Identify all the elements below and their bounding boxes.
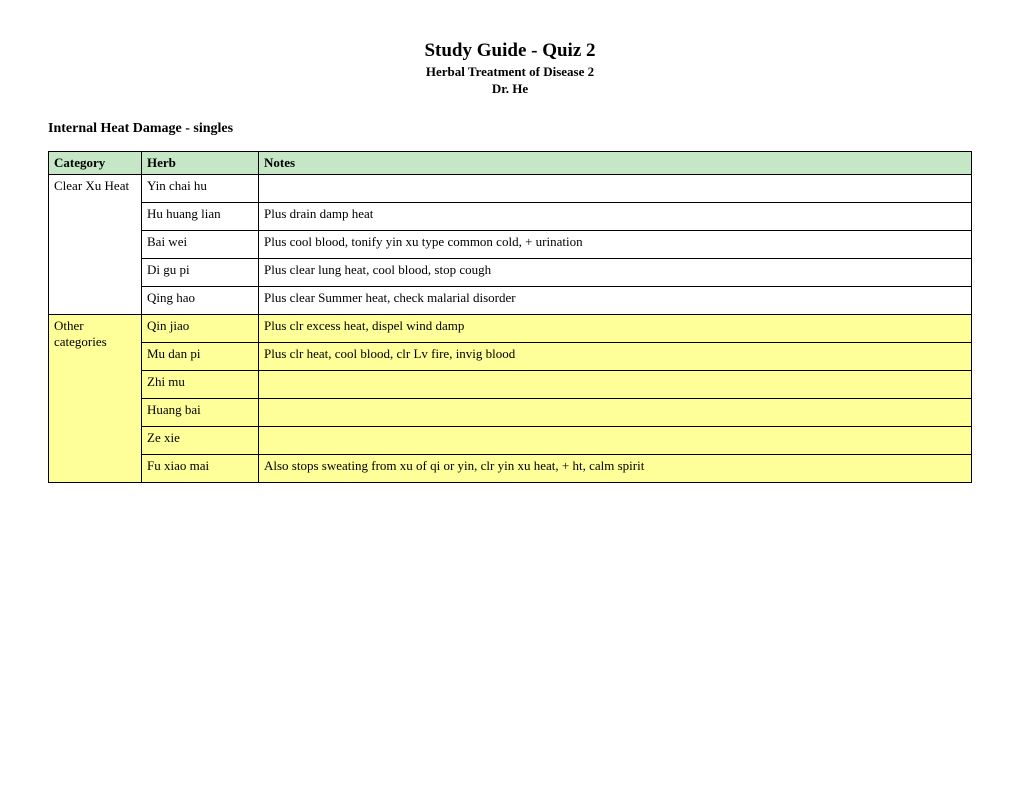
notes-cell <box>259 371 972 399</box>
notes-cell: Also stops sweating from xu of qi or yin… <box>259 455 972 483</box>
herb-table: Category Herb Notes Clear Xu HeatYin cha… <box>48 151 972 483</box>
notes-cell: Plus clr heat, cool blood, clr Lv fire, … <box>259 343 972 371</box>
table-row: Hu huang lianPlus drain damp heat <box>49 203 972 231</box>
page-header: Study Guide - Quiz 2 Herbal Treatment of… <box>48 40 972 97</box>
table-row: Clear Xu HeatYin chai hu <box>49 175 972 203</box>
table-row: Mu dan piPlus clr heat, cool blood, clr … <box>49 343 972 371</box>
notes-cell <box>259 399 972 427</box>
herb-cell: Hu huang lian <box>142 203 259 231</box>
category-cell: Clear Xu Heat <box>49 175 142 315</box>
herb-cell: Qin jiao <box>142 315 259 343</box>
notes-cell: Plus cool blood, tonify yin xu type comm… <box>259 231 972 259</box>
herb-cell: Ze xie <box>142 427 259 455</box>
herb-cell: Zhi mu <box>142 371 259 399</box>
col-header-herb: Herb <box>142 152 259 175</box>
table-row: Huang bai <box>49 399 972 427</box>
notes-cell <box>259 427 972 455</box>
table-row: Bai weiPlus cool blood, tonify yin xu ty… <box>49 231 972 259</box>
herb-cell: Fu xiao mai <box>142 455 259 483</box>
notes-cell: Plus drain damp heat <box>259 203 972 231</box>
table-header-row: Category Herb Notes <box>49 152 972 175</box>
herb-cell: Yin chai hu <box>142 175 259 203</box>
table-row: Fu xiao maiAlso stops sweating from xu o… <box>49 455 972 483</box>
notes-cell: Plus clr excess heat, dispel wind damp <box>259 315 972 343</box>
instructor-name: Dr. He <box>48 81 972 97</box>
table-row: Zhi mu <box>49 371 972 399</box>
section-title: Internal Heat Damage - singles <box>48 121 972 137</box>
col-header-notes: Notes <box>259 152 972 175</box>
herb-cell: Mu dan pi <box>142 343 259 371</box>
page-title: Study Guide - Quiz 2 <box>48 40 972 62</box>
table-row: Other categoriesQin jiaoPlus clr excess … <box>49 315 972 343</box>
col-header-category: Category <box>49 152 142 175</box>
notes-cell <box>259 175 972 203</box>
notes-cell: Plus clear lung heat, cool blood, stop c… <box>259 259 972 287</box>
herb-cell: Qing hao <box>142 287 259 315</box>
herb-cell: Di gu pi <box>142 259 259 287</box>
table-row: Ze xie <box>49 427 972 455</box>
table-row: Qing haoPlus clear Summer heat, check ma… <box>49 287 972 315</box>
herb-cell: Huang bai <box>142 399 259 427</box>
notes-cell: Plus clear Summer heat, check malarial d… <box>259 287 972 315</box>
category-cell: Other categories <box>49 315 142 483</box>
herb-cell: Bai wei <box>142 231 259 259</box>
table-row: Di gu piPlus clear lung heat, cool blood… <box>49 259 972 287</box>
page-subtitle: Herbal Treatment of Disease 2 <box>48 64 972 80</box>
